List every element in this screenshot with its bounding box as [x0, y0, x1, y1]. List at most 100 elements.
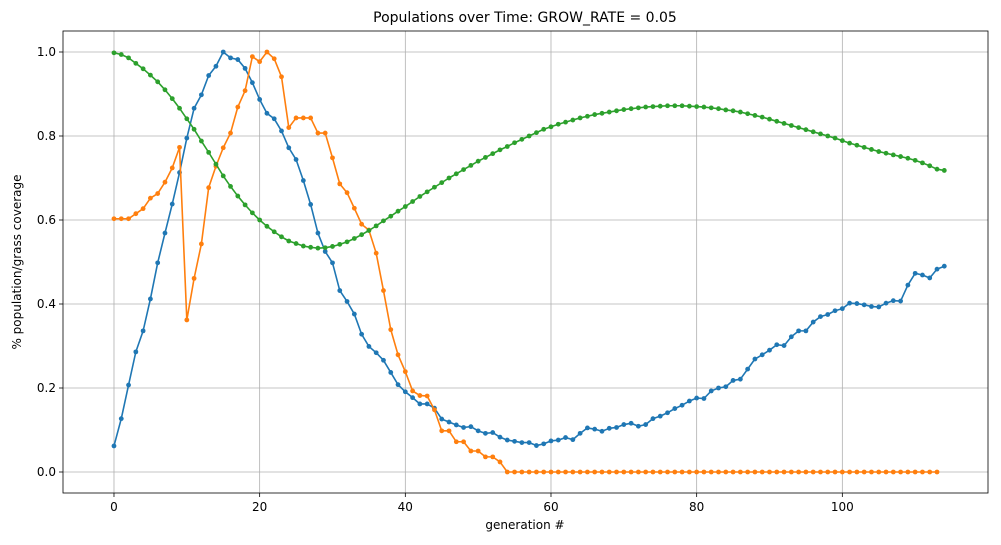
series-blue-point: [140, 328, 146, 334]
series-green-point: [402, 204, 408, 209]
series-blue-point: [832, 308, 838, 314]
series-green-point: [271, 229, 277, 235]
series-green-point: [832, 135, 838, 141]
y-axis-label: % population/grass coverage: [10, 174, 24, 349]
series-blue-point: [257, 97, 263, 102]
series-orange-point: [220, 145, 226, 151]
series-orange-point: [432, 407, 437, 413]
series-blue-point: [373, 350, 379, 356]
series-blue-point: [599, 428, 605, 434]
series-blue-point: [534, 443, 539, 448]
series-blue-point: [577, 430, 583, 436]
series-green-point: [788, 123, 794, 128]
series-green-point: [920, 160, 925, 166]
series-orange-point: [235, 104, 241, 110]
series-orange-point: [737, 469, 743, 475]
series-orange-point: [592, 469, 598, 475]
series-blue-point: [934, 266, 940, 272]
series-orange-point: [781, 469, 787, 475]
series-blue-point: [737, 376, 743, 382]
y-tick-label: 0.6: [37, 213, 56, 227]
series-blue-point: [570, 437, 576, 443]
series-blue-point: [286, 145, 292, 151]
x-tick-label: 20: [252, 500, 267, 514]
series-orange-point: [497, 459, 503, 465]
series-green-point: [381, 218, 386, 224]
series-blue-point: [111, 443, 117, 449]
series-blue-point: [133, 349, 139, 355]
series-green-point: [716, 106, 721, 112]
series-green-point: [417, 194, 423, 199]
series-orange-point: [934, 469, 940, 475]
series-orange-point: [585, 469, 590, 475]
series-green-point: [730, 108, 736, 114]
series-orange-point: [249, 54, 255, 60]
series-blue-point: [592, 426, 598, 432]
series-orange-point: [373, 250, 379, 256]
series-green-point: [839, 138, 845, 144]
series-orange-point: [483, 454, 488, 460]
series-orange-point: [198, 241, 204, 247]
series-blue-point: [242, 65, 248, 71]
series-green-point: [432, 184, 437, 190]
series-orange-point: [883, 469, 889, 475]
series-orange-point: [475, 448, 481, 454]
series-green-point: [934, 166, 940, 172]
series-green-point: [366, 228, 372, 233]
series-green-point: [621, 107, 627, 112]
series-orange-point: [402, 369, 408, 375]
series-blue-point: [344, 299, 350, 304]
series-orange-point: [861, 469, 867, 475]
series-green-point: [767, 116, 772, 122]
series-orange-point: [577, 469, 583, 475]
x-tick-label: 100: [831, 500, 854, 514]
series-blue-point: [716, 385, 721, 391]
series-orange-point: [264, 49, 270, 55]
series-green-point: [643, 104, 649, 110]
series-green-point: [162, 87, 168, 93]
series-green-point: [475, 158, 481, 164]
series-green-point: [293, 241, 299, 246]
series-green-point: [351, 236, 357, 241]
series-green-point: [941, 168, 947, 173]
series-green-point: [628, 106, 634, 112]
series-green-point: [184, 116, 190, 122]
series-orange-point: [315, 130, 321, 136]
series-blue-point: [293, 157, 299, 162]
series-blue-point: [519, 440, 525, 445]
series-blue-point: [402, 389, 408, 395]
series-orange-point: [548, 469, 554, 475]
series-green-point: [534, 130, 539, 136]
series-orange-point: [635, 469, 641, 475]
series-orange-point: [279, 74, 284, 80]
series-green-point: [148, 72, 153, 78]
series-orange-point: [242, 88, 248, 94]
series-orange-point: [927, 469, 933, 475]
series-orange-point: [344, 190, 350, 196]
series-green-point: [468, 163, 474, 168]
series-green-point: [446, 175, 452, 181]
series-blue-point: [148, 296, 153, 302]
series-blue-point: [752, 356, 758, 362]
series-blue-point: [905, 282, 911, 288]
series-blue-point: [220, 49, 226, 55]
series-orange-point: [767, 469, 772, 475]
series-green-point: [249, 210, 255, 216]
series-green-point: [126, 55, 131, 61]
series-orange-point: [322, 130, 328, 136]
series-green-point: [912, 157, 918, 163]
series-green-point: [745, 111, 751, 117]
series-blue-point: [563, 435, 568, 440]
y-tick-label: 1.0: [37, 45, 56, 59]
series-orange-point: [337, 181, 343, 187]
series-orange-point: [453, 439, 459, 445]
series-orange-point: [308, 115, 314, 121]
series-blue-point: [381, 357, 386, 363]
series-orange-point: [395, 352, 401, 358]
series-green-point: [198, 138, 204, 144]
series-blue-point: [541, 441, 547, 447]
series-green-point: [708, 105, 714, 111]
series-orange-point: [716, 469, 721, 475]
series-orange-point: [148, 195, 153, 201]
